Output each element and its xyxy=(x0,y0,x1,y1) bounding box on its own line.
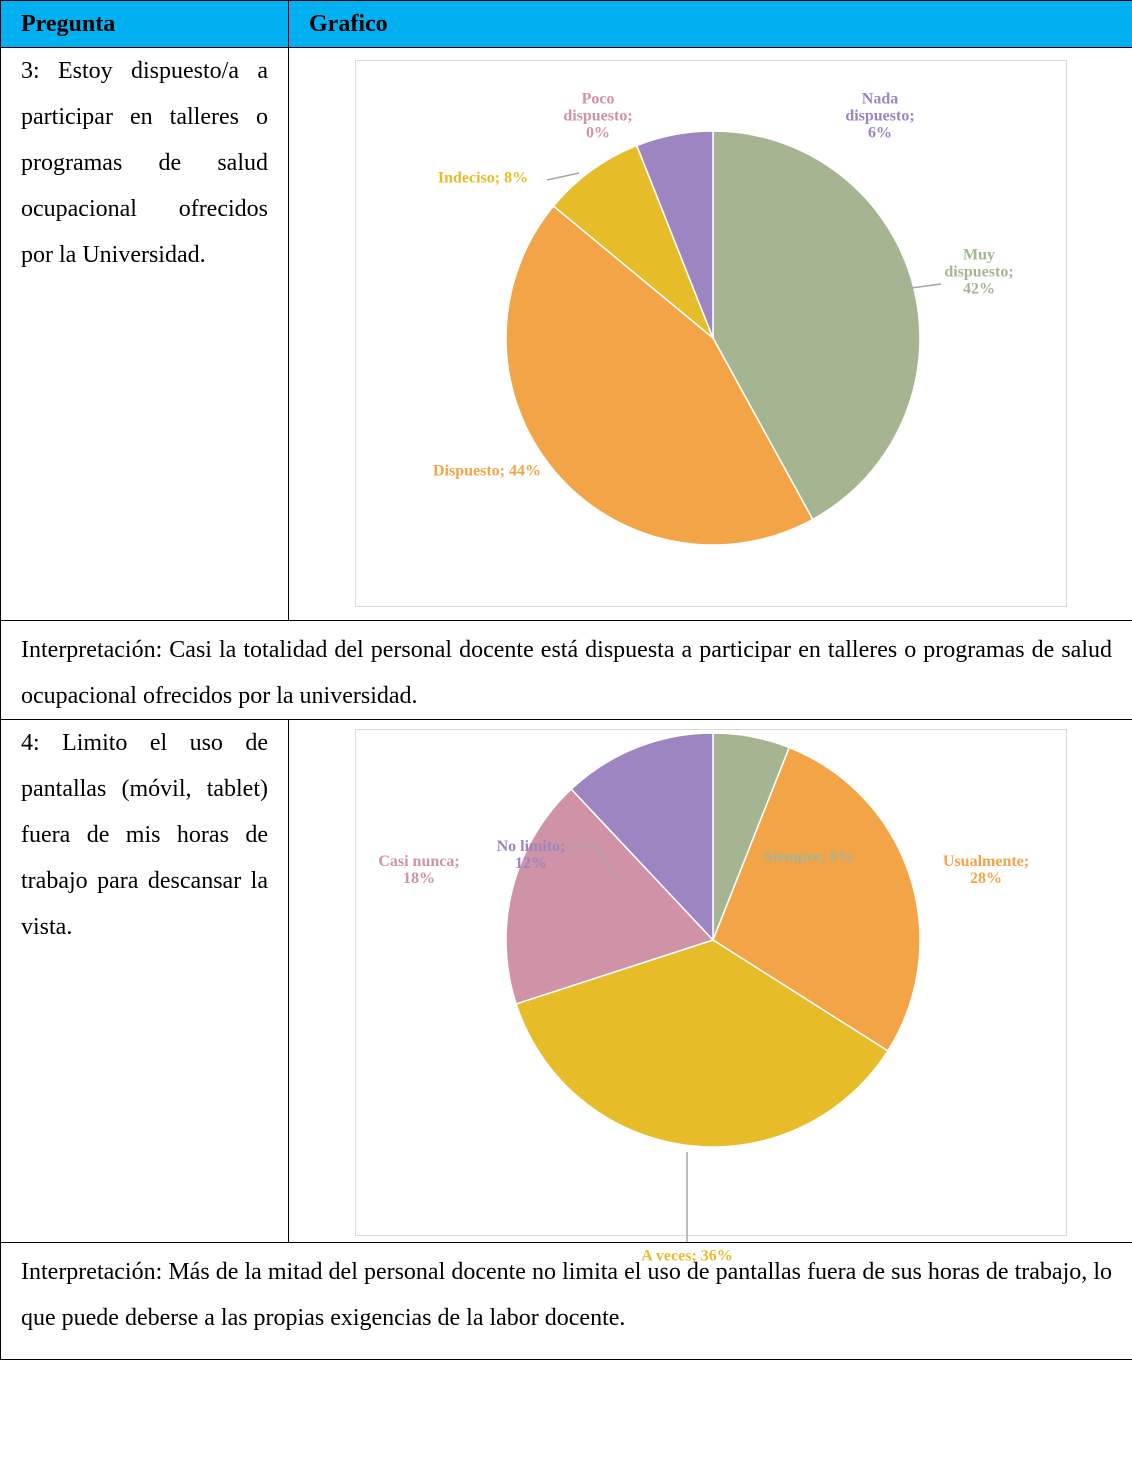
data-label: Indeciso; 8% xyxy=(437,169,529,187)
leader-line xyxy=(910,283,942,289)
interpretation-cell: Interpretación: Casi la totalidad del pe… xyxy=(0,620,1132,720)
interpretation-cell: Interpretación: Más de la mitad del pers… xyxy=(0,1242,1132,1360)
chart-frame xyxy=(355,729,1067,1236)
survey-table: Pregunta Grafico 3: Estoy dispuesto/a a … xyxy=(0,0,1132,1360)
data-label: Muy dispuesto; 42% xyxy=(944,246,1014,298)
pie-slice xyxy=(635,130,714,339)
question-cell: 4: Limito el uso de pantallas (móvil, ta… xyxy=(0,719,289,1243)
data-label: Usualmente; 28% xyxy=(942,853,1030,887)
header-cell: Pregunta xyxy=(0,0,289,48)
leader-line xyxy=(546,172,580,181)
header-row: Pregunta Grafico xyxy=(0,0,1132,48)
pie-slice xyxy=(505,204,814,546)
pie-slice xyxy=(712,130,921,521)
pie-slice xyxy=(570,732,714,942)
data-label: Casi nunca; 18% xyxy=(378,853,460,887)
interpretation-row: Interpretación: Casi la totalidad del pe… xyxy=(0,620,1132,720)
question-row: 4: Limito el uso de pantallas (móvil, ta… xyxy=(0,719,1132,1265)
pie-chart xyxy=(505,732,921,1242)
pie-slice xyxy=(552,144,714,339)
pie-slice xyxy=(505,788,715,1005)
pie-chart xyxy=(505,130,942,546)
pie-slice xyxy=(712,746,921,1052)
data-label: No limito; 12% xyxy=(496,838,566,872)
question-cell: 3: Estoy dispuesto/a a participar en tal… xyxy=(0,47,289,621)
header-cell: Grafico xyxy=(288,0,1132,48)
data-label: Poco dispuesto; 0% xyxy=(563,90,633,142)
data-label: Siempre; 6% xyxy=(764,848,854,866)
leader-line xyxy=(593,844,617,878)
data-label: A veces; 36% xyxy=(641,1247,733,1265)
chart-frame xyxy=(355,60,1067,607)
leader-line xyxy=(570,844,595,849)
question-row: 3: Estoy dispuesto/a a participar en tal… xyxy=(0,47,1132,621)
interpretation-row: Interpretación: Más de la mitad del pers… xyxy=(0,1242,1132,1360)
pie-slice xyxy=(515,939,889,1148)
chart-cell: Siempre; 6% Usualmente; 28% A veces; 36% Ca… xyxy=(288,719,1132,1265)
data-label: Nada dispuesto; 6% xyxy=(845,90,915,142)
chart-cell: Muy dispuesto; 42% Dispuesto; 44% Indeciso… xyxy=(288,47,1132,621)
data-label: Dispuesto; 44% xyxy=(432,462,541,480)
